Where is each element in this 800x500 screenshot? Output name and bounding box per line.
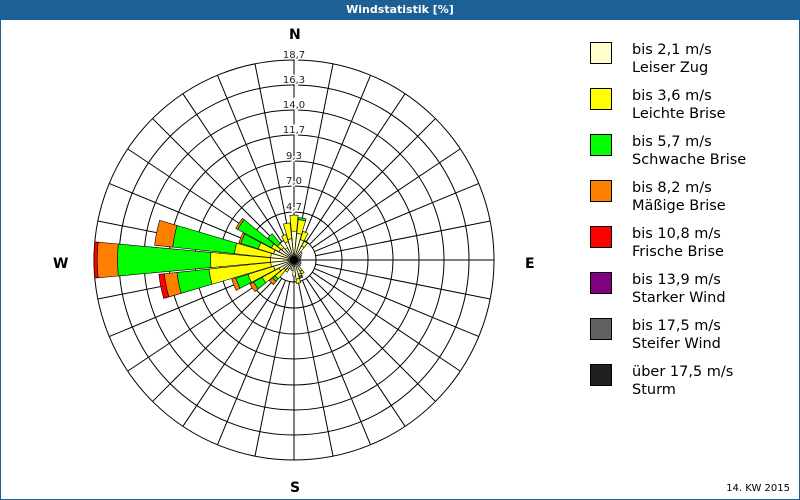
legend-swatch [590, 180, 612, 202]
legend-label: Leichte Brise [632, 106, 726, 122]
legend-item: bis 5,7 m/s Schwache Brise [590, 134, 790, 180]
legend-range: bis 2,1 m/s [632, 42, 712, 58]
legend-item: bis 17,5 m/s Steifer Wind [590, 318, 790, 364]
svg-text:4,7: 4,7 [286, 202, 302, 213]
legend-swatch [590, 42, 612, 64]
legend-item: bis 13,9 m/s Starker Wind [590, 272, 790, 318]
legend-range: bis 8,2 m/s [632, 180, 712, 196]
compass-north: N [289, 27, 301, 43]
wind-rose-chart: 4,7 7,0 9,3 11,7 14,0 16,3 18,7 [93, 49, 495, 461]
legend-swatch [590, 88, 612, 110]
compass-west: W [53, 256, 69, 272]
legend: bis 2,1 m/s Leiser Zug bis 3,6 m/s Leichte… [590, 42, 790, 410]
legend-label: Mäßige Brise [632, 198, 726, 214]
legend-label: Leiser Zug [632, 60, 709, 76]
svg-text:7,0: 7,0 [286, 176, 302, 187]
legend-item: bis 10,8 m/s Frische Brise [590, 226, 790, 272]
legend-range: bis 13,9 m/s [632, 272, 721, 288]
svg-text:18,7: 18,7 [283, 50, 305, 61]
compass-east: E [525, 256, 535, 272]
legend-label: Starker Wind [632, 290, 726, 306]
chart-title: Windstatistik [%] [0, 0, 800, 20]
legend-item: bis 3,6 m/s Leichte Brise [590, 88, 790, 134]
legend-label: Frische Brise [632, 244, 724, 260]
legend-item: über 17,5 m/s Sturm [590, 364, 790, 410]
legend-item: bis 8,2 m/s Mäßige Brise [590, 180, 790, 226]
legend-range: bis 10,8 m/s [632, 226, 721, 242]
compass-south: S [290, 480, 301, 496]
legend-range: über 17,5 m/s [632, 364, 734, 380]
legend-swatch [590, 364, 612, 386]
week-label: 14. KW 2015 [726, 483, 790, 494]
legend-swatch [590, 318, 612, 340]
legend-label: Steifer Wind [632, 336, 721, 352]
legend-swatch [590, 272, 612, 294]
legend-range: bis 17,5 m/s [632, 318, 721, 334]
legend-label: Schwache Brise [632, 152, 747, 168]
legend-range: bis 5,7 m/s [632, 134, 712, 150]
legend-label: Sturm [632, 382, 676, 398]
svg-text:11,7: 11,7 [283, 125, 305, 136]
legend-range: bis 3,6 m/s [632, 88, 712, 104]
legend-item: bis 2,1 m/s Leiser Zug [590, 42, 790, 88]
legend-swatch [590, 226, 612, 248]
svg-text:9,3: 9,3 [286, 151, 302, 162]
svg-text:14,0: 14,0 [283, 100, 305, 111]
svg-text:16,3: 16,3 [283, 75, 305, 86]
legend-swatch [590, 134, 612, 156]
